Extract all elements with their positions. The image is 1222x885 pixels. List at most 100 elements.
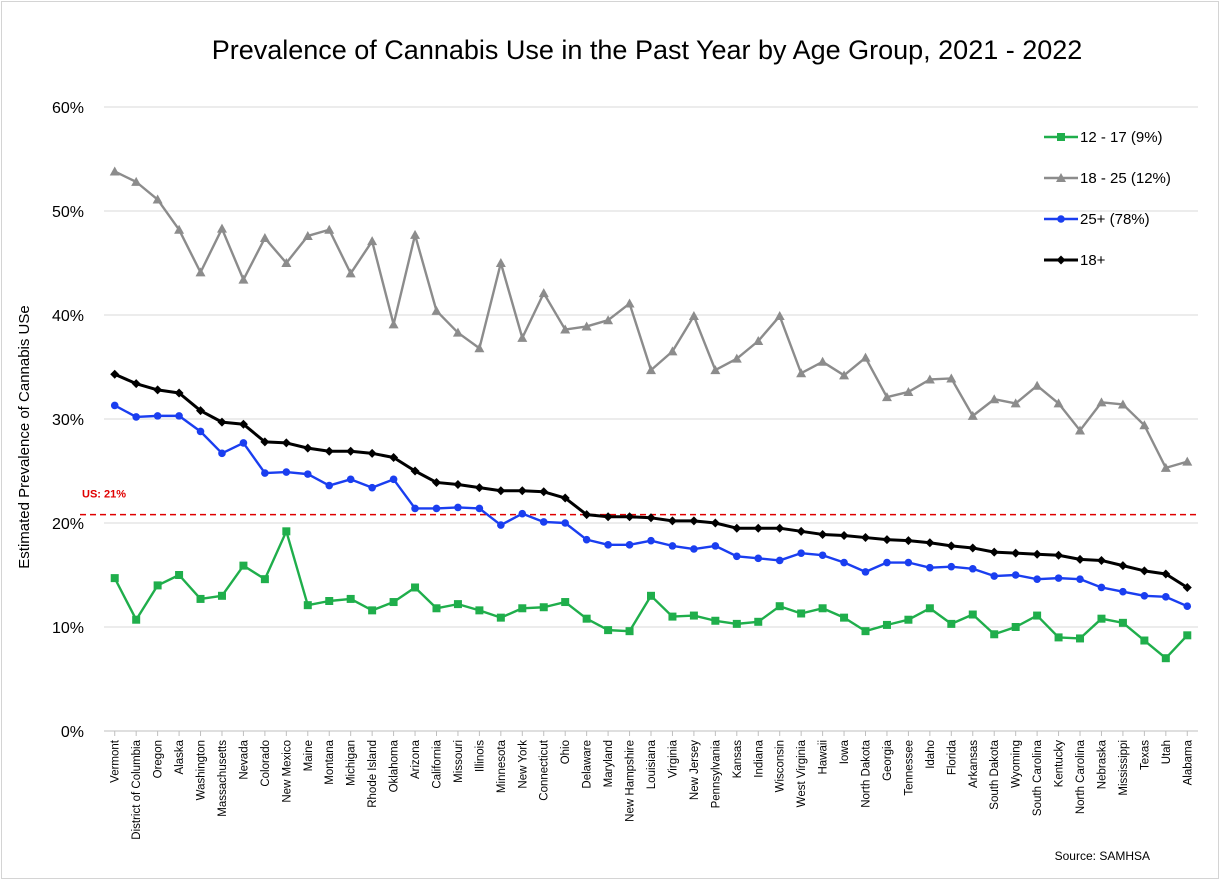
data-point bbox=[990, 630, 999, 639]
data-point bbox=[775, 556, 784, 565]
data-point bbox=[1183, 631, 1192, 640]
data-point bbox=[926, 563, 934, 572]
data-point bbox=[196, 427, 205, 436]
data-point bbox=[260, 437, 270, 447]
data-point bbox=[1096, 555, 1106, 565]
data-point bbox=[389, 475, 398, 484]
data-point bbox=[624, 298, 635, 308]
data-point bbox=[432, 604, 441, 613]
data-point bbox=[753, 523, 763, 533]
data-point bbox=[1054, 574, 1063, 582]
x-tick-label: Minnesota bbox=[496, 739, 508, 793]
data-point bbox=[925, 538, 935, 548]
x-tick-label: New Mexico bbox=[281, 740, 293, 803]
x-tick-label: Arizona bbox=[410, 739, 422, 779]
us-reference-line: US: 21% bbox=[80, 489, 1198, 516]
data-point bbox=[754, 554, 763, 563]
data-point bbox=[475, 504, 484, 513]
data-point bbox=[1054, 550, 1064, 560]
data-point bbox=[604, 626, 613, 635]
x-tick-label: Iowa bbox=[839, 739, 851, 764]
data-point bbox=[453, 480, 463, 490]
data-point bbox=[497, 521, 505, 529]
data-point bbox=[667, 346, 678, 356]
data-point bbox=[110, 574, 119, 583]
data-point bbox=[968, 564, 977, 573]
data-point bbox=[861, 533, 871, 543]
series-2 bbox=[110, 401, 1192, 610]
data-point bbox=[346, 446, 356, 456]
data-point bbox=[883, 558, 891, 567]
legend-label: 18 - 25 (12%) bbox=[1080, 170, 1171, 187]
x-tick-label: Texas bbox=[1139, 740, 1151, 770]
data-point bbox=[1075, 425, 1086, 435]
data-point bbox=[325, 481, 334, 490]
data-point bbox=[625, 627, 634, 636]
data-point bbox=[753, 336, 764, 345]
data-point bbox=[109, 166, 120, 176]
data-point bbox=[603, 512, 613, 522]
data-point bbox=[604, 541, 612, 549]
data-point bbox=[903, 386, 914, 396]
x-tick-label: Pennsylvania bbox=[710, 739, 722, 808]
data-point bbox=[582, 510, 592, 520]
data-point bbox=[732, 619, 741, 628]
data-point bbox=[153, 412, 162, 420]
data-point bbox=[647, 591, 655, 600]
data-point bbox=[346, 475, 355, 484]
data-point bbox=[732, 523, 742, 533]
data-point bbox=[303, 601, 312, 610]
x-tick-label: Virginia bbox=[667, 739, 679, 778]
data-point bbox=[1053, 398, 1064, 408]
data-point bbox=[259, 233, 270, 243]
legend: 12 - 17 (9%) 18 - 25 (12%) 25+ (78%) 18+ bbox=[1044, 129, 1171, 269]
data-point bbox=[1011, 623, 1020, 631]
x-tick-label: Nebraska bbox=[1096, 739, 1108, 789]
x-tick-label: Tennessee bbox=[903, 740, 915, 796]
data-point bbox=[131, 379, 141, 389]
data-point bbox=[990, 572, 999, 580]
x-tick-label: Alaska bbox=[174, 739, 186, 774]
data-point bbox=[431, 477, 441, 487]
data-point bbox=[153, 385, 163, 395]
data-point bbox=[840, 558, 848, 567]
x-tick-label: Kentucky bbox=[1054, 740, 1066, 788]
data-point bbox=[731, 353, 742, 363]
data-point bbox=[538, 288, 549, 298]
data-point bbox=[261, 469, 269, 477]
data-point bbox=[281, 258, 292, 267]
x-tick-label: Idaho bbox=[925, 740, 937, 769]
data-point bbox=[1118, 561, 1128, 571]
x-tick-label: Washington bbox=[196, 740, 208, 800]
data-point bbox=[539, 518, 548, 526]
x-tick-label: Missouri bbox=[453, 740, 465, 783]
data-point bbox=[518, 604, 527, 613]
data-point bbox=[561, 519, 569, 527]
data-point bbox=[432, 504, 441, 513]
data-point bbox=[1096, 397, 1107, 407]
data-point bbox=[796, 368, 807, 378]
data-point bbox=[946, 541, 956, 551]
data-point bbox=[775, 602, 784, 611]
y-tick-label: 20% bbox=[52, 516, 84, 533]
x-tick-label: Florida bbox=[946, 739, 958, 775]
data-point bbox=[1161, 654, 1170, 663]
data-point bbox=[710, 518, 720, 528]
data-point bbox=[1182, 456, 1193, 466]
x-tick-label: Connecticut bbox=[539, 739, 551, 801]
data-point bbox=[1076, 634, 1085, 643]
data-point bbox=[861, 627, 870, 636]
data-point bbox=[689, 516, 699, 526]
data-point bbox=[411, 504, 419, 513]
data-point bbox=[282, 468, 291, 476]
legend-item: 18 - 25 (12%) bbox=[1044, 170, 1171, 187]
data-point bbox=[925, 604, 934, 613]
data-point bbox=[1011, 571, 1020, 579]
data-point bbox=[797, 609, 806, 618]
data-point bbox=[238, 274, 249, 284]
data-point bbox=[818, 529, 828, 539]
data-point bbox=[174, 388, 184, 398]
data-point bbox=[152, 194, 163, 204]
data-point bbox=[324, 446, 334, 456]
data-point bbox=[625, 512, 635, 522]
